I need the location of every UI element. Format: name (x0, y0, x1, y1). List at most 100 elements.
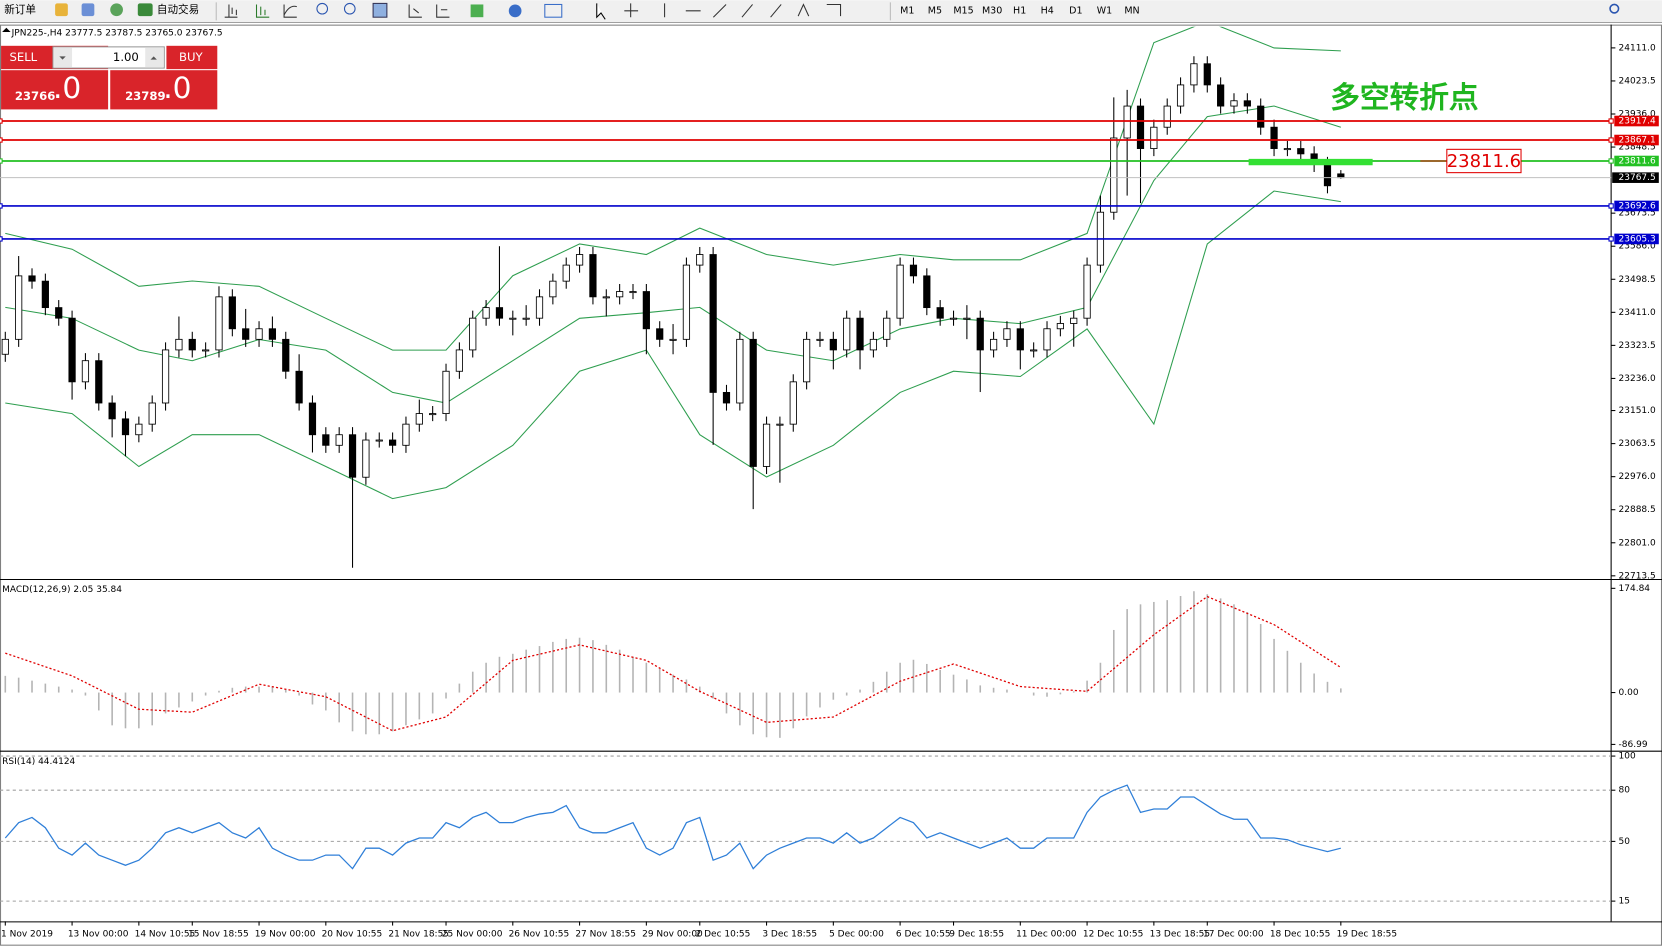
y-tick-label: 100 (1619, 752, 1636, 762)
y-tick-label: 23848.5 (1619, 143, 1656, 153)
icon[interactable] (224, 4, 238, 18)
text-tools[interactable] (797, 3, 842, 17)
lot-input[interactable] (52, 46, 165, 69)
sell-label[interactable]: SELL (9, 50, 37, 64)
auto-trading-icon[interactable] (137, 3, 153, 17)
level-handle (0, 203, 3, 209)
y-tick-label: 23236.0 (1619, 374, 1656, 384)
candle-body (81, 360, 90, 383)
candle-body (589, 254, 597, 298)
level-handle (0, 118, 3, 124)
x-tick-label: 27 Nov 18:55 (575, 930, 636, 940)
cursor-tool[interactable] (596, 3, 606, 20)
y-tick-label: 80 (1619, 786, 1631, 796)
icon[interactable] (544, 3, 563, 18)
icon[interactable] (255, 4, 270, 18)
x-tick-label: 13 Nov 00:00 (68, 930, 129, 940)
candle-body (1323, 164, 1332, 187)
arrow (150, 56, 157, 60)
icon[interactable] (81, 3, 95, 17)
y-tick-label: 23151.0 (1619, 406, 1656, 416)
level-handle (0, 137, 3, 143)
x-tick-label: 15 Nov 18:55 (188, 930, 249, 940)
timeframe-button[interactable]: H4 (1041, 5, 1054, 16)
level-label: 23867.1 (1619, 136, 1656, 146)
candle-body (682, 264, 691, 340)
auto-trading-button[interactable]: 自动交易 (157, 3, 199, 16)
candle-body (28, 275, 36, 282)
toolbar: 新订单 自动交易 (0, 0, 1662, 24)
level-label: 23692.6 (1619, 201, 1656, 211)
new-order-button[interactable]: 新订单 (4, 3, 36, 16)
candle-body (896, 264, 904, 319)
macd-header: MACD(12,26,9) 2.05 35.84 (2, 585, 122, 595)
candle-body (1230, 100, 1238, 107)
candle-body (1203, 63, 1211, 86)
zoom-in[interactable] (316, 2, 329, 15)
timeframe-button[interactable]: M5 (928, 5, 942, 16)
candle-body (656, 328, 664, 340)
crosshair-tool[interactable] (624, 3, 639, 18)
level-label-bg (1614, 200, 1659, 212)
level-label-bg (1614, 134, 1659, 146)
icon[interactable] (110, 3, 123, 17)
rsi-line (4, 784, 1341, 870)
y-tick-label: 23586.0 (1619, 242, 1656, 252)
candle-body (282, 338, 290, 372)
buy-button[interactable] (166, 45, 218, 70)
x-tick-label: 19 Nov 00:00 (255, 930, 316, 940)
x-tick-label: 29 Nov 00:00 (642, 930, 703, 940)
zoom-out[interactable] (343, 2, 356, 15)
search-icon[interactable] (1609, 3, 1620, 14)
timeframe-button[interactable]: M15 (953, 5, 973, 16)
candle-body (736, 338, 744, 404)
icon[interactable] (283, 4, 297, 18)
timeframe-button[interactable]: M1 (900, 5, 914, 16)
y-tick-label: 22888.5 (1619, 505, 1656, 515)
macd-signal (5, 595, 1342, 732)
candle-body (642, 291, 650, 330)
y-tick-label: 22713.5 (1619, 571, 1656, 581)
x-tick-label: 2 Dec 10:55 (696, 930, 751, 940)
buy-price-box[interactable] (110, 70, 218, 110)
ask-fraction: .0 (163, 70, 191, 105)
icon[interactable] (372, 2, 388, 18)
timeframe-button[interactable]: H1 (1013, 5, 1026, 16)
y-tick-label: 22801.0 (1619, 538, 1656, 548)
candle-body (495, 307, 504, 319)
candle-body (803, 338, 811, 383)
level-label: 23605.3 (1619, 234, 1656, 244)
drawing-tools[interactable] (664, 3, 782, 18)
candle-body (135, 423, 143, 436)
icon[interactable] (508, 4, 522, 18)
icon[interactable] (436, 4, 450, 18)
buy-label[interactable]: BUY (179, 50, 204, 64)
y-tick-label: 15 (1619, 897, 1630, 907)
candle-body (228, 296, 236, 330)
candle-body (762, 423, 771, 467)
icon[interactable] (55, 3, 68, 17)
candle-body (843, 317, 851, 351)
timeframe-button[interactable]: W1 (1097, 5, 1112, 16)
timeframe-button[interactable]: MN (1124, 5, 1139, 16)
candle-body (348, 434, 357, 478)
x-tick-label: 3 Dec 18:55 (762, 930, 817, 940)
x-tick-label: 9 Dec 18:55 (949, 930, 1004, 940)
candle-body (1083, 264, 1091, 319)
icon[interactable] (408, 4, 422, 18)
x-tick-label: 26 Nov 10:55 (509, 930, 570, 940)
icon[interactable] (470, 4, 484, 18)
overlay: M1 M5 M15 M30 H1 H4 D1 W1 MN 24111.0 24023.5 23936.… (0, 5, 1659, 940)
candle-body (1003, 328, 1011, 340)
candle-body (562, 264, 570, 282)
lot-value[interactable]: 1.00 (113, 50, 139, 64)
x-tick-label: 25 Nov 00:00 (442, 930, 503, 940)
candle-body (696, 254, 704, 266)
level-handle (1608, 118, 1614, 124)
candle-body (829, 338, 837, 351)
sell-price-box[interactable] (1, 70, 109, 110)
timeframe-button[interactable]: D1 (1069, 5, 1082, 16)
candle-body (1163, 105, 1171, 128)
timeframe-button[interactable]: M30 (982, 5, 1002, 16)
y-tick-label: 23411.0 (1619, 308, 1656, 318)
